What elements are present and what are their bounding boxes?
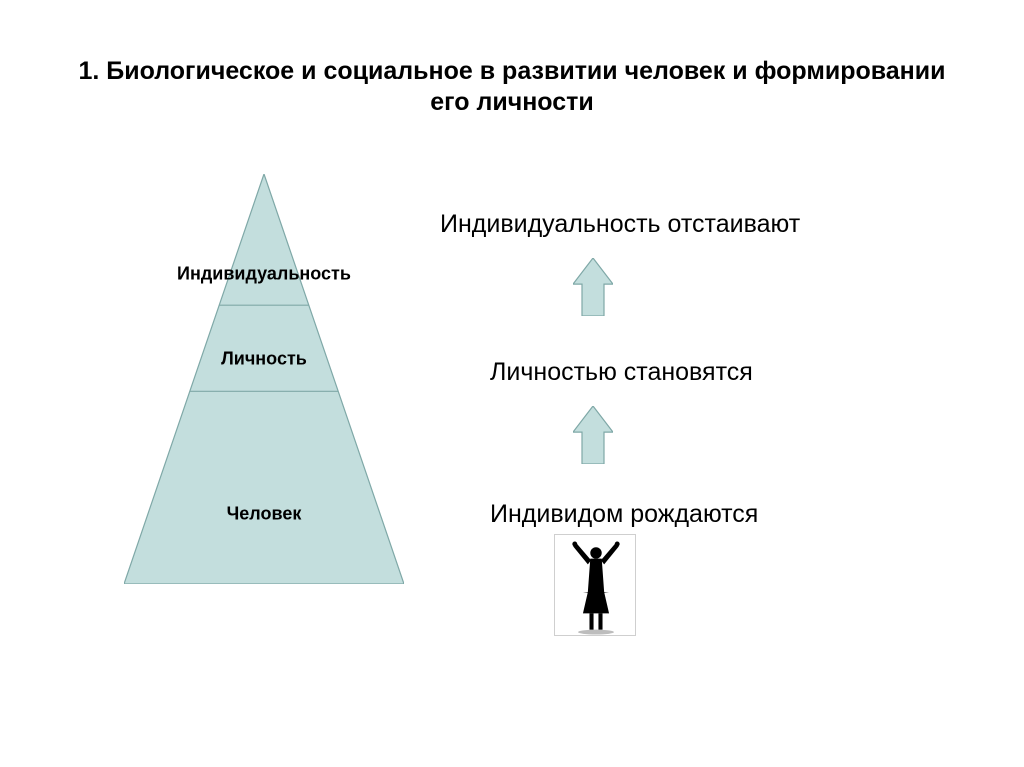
pyramid-label-top: Индивидуальность <box>177 264 351 285</box>
arrow-up-icon <box>573 406 613 464</box>
slide: 1. Биологическое и социальное в развитии… <box>0 0 1024 767</box>
pyramid: Индивидуальность Личность Человек <box>124 174 404 584</box>
person-silhouette-svg <box>555 535 637 637</box>
right-text-middle: Личностью становятся <box>490 358 753 387</box>
arrow-up-icon <box>573 258 613 316</box>
person-figure-icon <box>554 534 636 636</box>
right-text-bottom: Индивидом рождаются <box>490 500 758 529</box>
pyramid-label-bottom: Человек <box>227 504 302 525</box>
slide-title: 1. Биологическое и социальное в развитии… <box>0 56 1024 119</box>
pyramid-label-middle: Личность <box>221 348 307 369</box>
right-text-top: Индивидуальность отстаивают <box>440 210 800 239</box>
